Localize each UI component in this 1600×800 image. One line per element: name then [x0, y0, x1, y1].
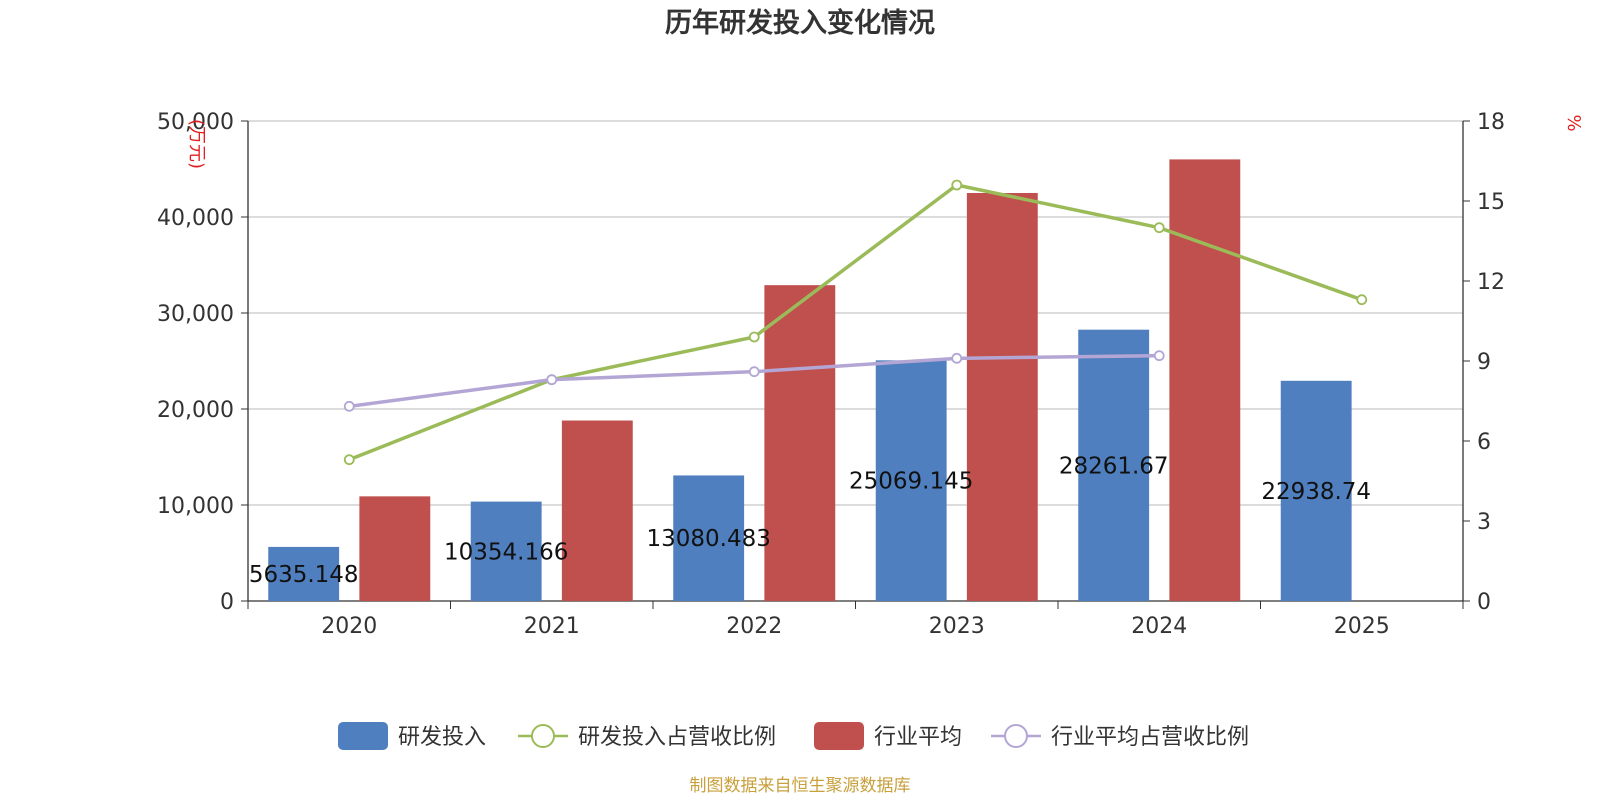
grid-lines	[248, 120, 1463, 506]
line-rd-ratio	[348, 183, 1363, 462]
right-tick-label: 3	[1477, 510, 1491, 535]
legend-swatch-marker	[1004, 724, 1028, 748]
bar-industry-2024	[1169, 159, 1241, 601]
left-tick-label: 0	[220, 590, 234, 615]
x-tick-label: 2025	[1334, 614, 1390, 639]
right-tick-label: 9	[1477, 350, 1491, 375]
bar-industry-2020	[359, 496, 431, 601]
x-tick-label: 2022	[726, 614, 782, 639]
bar-rd-2025	[1280, 380, 1352, 601]
legend: 研发投入 研发投入占营收比例 行业平均 行业平均占营收比例	[338, 722, 1249, 750]
left-tick-label: 50,000	[157, 110, 234, 135]
data-label: 22938.74	[1261, 479, 1371, 505]
bar-industry-2023	[966, 193, 1038, 601]
chart-title: 历年研发投入变化情况	[665, 7, 935, 39]
right-tick-label: 6	[1477, 430, 1491, 455]
data-label: 5635.148	[249, 562, 359, 588]
line-point	[1356, 294, 1368, 306]
source-note: 制图数据来自恒生聚源数据库	[690, 776, 911, 796]
line-point	[1153, 350, 1165, 362]
bar-industry-2021	[561, 420, 633, 601]
bar-rd-2024	[1078, 329, 1150, 601]
x-tick-label: 2020	[321, 614, 377, 639]
line-point	[1153, 222, 1165, 234]
x-tick-label: 2023	[929, 614, 985, 639]
lines	[343, 179, 1368, 466]
line-point	[748, 331, 760, 343]
line-point	[951, 179, 963, 191]
left-tick-label: 30,000	[157, 302, 234, 327]
data-label: 25069.145	[849, 469, 973, 495]
legend-label: 行业平均	[874, 725, 962, 750]
right-tick-label: 15	[1477, 190, 1505, 215]
legend-swatch	[338, 722, 388, 750]
left-unit-label: (万元)	[186, 119, 207, 169]
right-tick-label: 12	[1477, 270, 1505, 295]
legend-swatch-marker	[531, 724, 555, 748]
legend-swatch	[814, 722, 864, 750]
right-tick-label: 18	[1477, 110, 1505, 135]
legend-label: 研发投入	[398, 725, 486, 750]
right-unit-label: %	[1563, 114, 1584, 131]
bar-rd-2021	[470, 501, 542, 601]
axes: 0 10,000 20,000 30,000 40,000 50,000 0 3 6 9 12 15 1…	[157, 110, 1584, 639]
bar-industry-2022	[764, 285, 836, 601]
left-tick-label: 10,000	[157, 494, 234, 519]
data-labels: 5635.148 10354.166 13080.483 25069.145 28261…	[249, 453, 1371, 588]
line-point	[748, 366, 760, 378]
bars	[268, 159, 1352, 601]
x-tick-label: 2021	[524, 614, 580, 639]
left-tick-label: 20,000	[157, 398, 234, 423]
line-point	[343, 400, 355, 412]
bar-rd-2020	[268, 546, 340, 601]
legend-label: 研发投入占营收比例	[578, 725, 776, 750]
data-label: 13080.483	[646, 526, 770, 552]
bar-rd-2022	[673, 475, 745, 601]
bar-rd-2023	[875, 360, 947, 601]
left-tick-label: 40,000	[157, 206, 234, 231]
data-label: 28261.67	[1059, 453, 1169, 479]
line-point	[951, 352, 963, 364]
right-tick-label: 0	[1477, 590, 1491, 615]
data-label: 10354.166	[444, 539, 568, 565]
legend-label: 行业平均占营收比例	[1051, 725, 1249, 750]
line-point	[546, 374, 558, 386]
x-tick-label: 2024	[1131, 614, 1187, 639]
line-point	[343, 454, 355, 466]
